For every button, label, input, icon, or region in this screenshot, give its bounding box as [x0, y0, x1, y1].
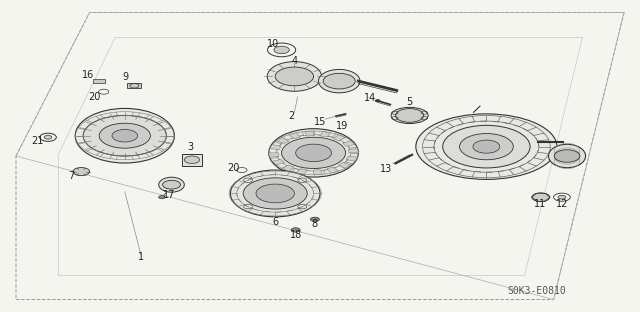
- Ellipse shape: [159, 177, 184, 192]
- Polygon shape: [346, 156, 358, 161]
- Polygon shape: [327, 167, 339, 173]
- Text: 13: 13: [380, 164, 392, 174]
- Polygon shape: [339, 163, 351, 168]
- Circle shape: [375, 100, 380, 102]
- Circle shape: [112, 129, 138, 142]
- Text: 16: 16: [82, 70, 95, 80]
- Polygon shape: [272, 159, 284, 165]
- Circle shape: [159, 196, 165, 199]
- Text: 10: 10: [267, 39, 280, 49]
- Text: 21: 21: [31, 136, 44, 146]
- Ellipse shape: [548, 144, 586, 168]
- Ellipse shape: [319, 70, 360, 93]
- Polygon shape: [282, 165, 294, 171]
- Ellipse shape: [268, 62, 322, 91]
- Polygon shape: [343, 141, 355, 146]
- Text: 2: 2: [288, 111, 294, 121]
- Text: 11: 11: [534, 199, 547, 209]
- Circle shape: [44, 135, 52, 139]
- Circle shape: [323, 73, 355, 89]
- Circle shape: [291, 228, 300, 232]
- Polygon shape: [321, 131, 331, 137]
- Ellipse shape: [416, 114, 557, 179]
- Circle shape: [296, 144, 332, 162]
- Circle shape: [532, 193, 550, 202]
- Text: 12: 12: [556, 199, 568, 209]
- Circle shape: [243, 178, 307, 209]
- Circle shape: [73, 168, 90, 176]
- Circle shape: [473, 140, 500, 153]
- Text: 1: 1: [138, 252, 144, 262]
- Text: 19: 19: [336, 121, 349, 131]
- Polygon shape: [269, 153, 279, 157]
- Text: 8: 8: [312, 219, 318, 229]
- Text: 5: 5: [406, 97, 413, 107]
- Text: S0K3-E0810: S0K3-E0810: [507, 286, 566, 296]
- Ellipse shape: [230, 170, 320, 217]
- Ellipse shape: [269, 129, 358, 177]
- Ellipse shape: [391, 107, 428, 124]
- Polygon shape: [305, 131, 314, 136]
- Text: 14: 14: [364, 93, 376, 103]
- Circle shape: [282, 137, 346, 168]
- Polygon shape: [276, 138, 289, 143]
- Text: 17: 17: [163, 190, 176, 200]
- Text: 6: 6: [272, 217, 278, 227]
- Bar: [127, 83, 141, 88]
- Text: 7: 7: [68, 171, 75, 181]
- Polygon shape: [314, 170, 323, 175]
- Circle shape: [443, 125, 530, 168]
- Circle shape: [184, 156, 200, 163]
- Circle shape: [163, 180, 180, 189]
- Text: 4: 4: [291, 56, 298, 66]
- Circle shape: [83, 115, 166, 156]
- Polygon shape: [269, 144, 281, 149]
- Ellipse shape: [76, 109, 174, 163]
- Circle shape: [310, 217, 319, 222]
- Polygon shape: [348, 149, 358, 153]
- Text: 3: 3: [187, 142, 193, 152]
- Bar: [93, 79, 105, 83]
- Circle shape: [554, 150, 580, 162]
- Circle shape: [275, 67, 314, 86]
- Bar: [182, 154, 202, 166]
- Polygon shape: [333, 135, 345, 141]
- Circle shape: [274, 46, 289, 54]
- Text: 15: 15: [314, 117, 326, 127]
- Circle shape: [558, 195, 566, 199]
- Circle shape: [99, 123, 150, 148]
- Polygon shape: [296, 169, 307, 174]
- Text: 20: 20: [227, 163, 240, 173]
- Polygon shape: [289, 133, 300, 139]
- Text: 20: 20: [88, 92, 101, 102]
- Text: 18: 18: [289, 230, 302, 240]
- Text: 9: 9: [122, 72, 129, 82]
- Circle shape: [396, 109, 424, 122]
- Circle shape: [460, 134, 513, 160]
- Circle shape: [256, 184, 294, 203]
